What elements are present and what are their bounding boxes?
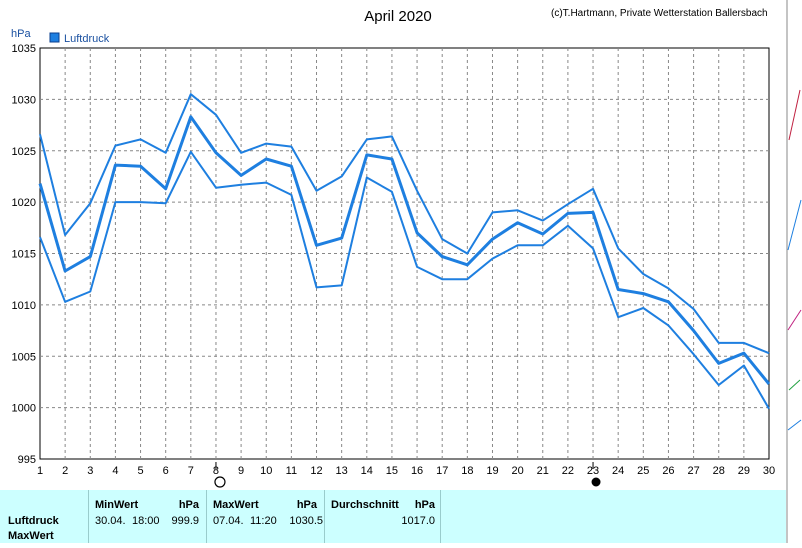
x-tick-label: 6 [163, 465, 169, 477]
x-tick-label: 28 [713, 465, 725, 477]
y-tick-label: 1030 [12, 94, 36, 106]
legend-swatch [49, 32, 60, 43]
y-tick-label: 1035 [12, 43, 36, 55]
x-tick-label: 23 [587, 465, 599, 477]
x-tick-label: 12 [310, 465, 322, 477]
x-tick-label: 19 [486, 465, 498, 477]
x-tick-label: 2 [62, 465, 68, 477]
y-tick-label: 1010 [12, 300, 36, 312]
x-tick-label: 8 [213, 465, 219, 477]
x-tick-label: 20 [511, 465, 523, 477]
min-unit: hPa [178, 499, 199, 511]
min-time: 18:00 [132, 515, 160, 527]
x-tick-label: 25 [637, 465, 649, 477]
min-header: MinWert [95, 499, 139, 511]
pressure-chart: 1 2 3 4 5 6 7 8 9 10 11 12 13 14 15 16 17 18 19 20 21 22 23 24 2… [11, 8, 775, 488]
x-tick-label: 7 [188, 465, 194, 477]
new-moon-icon [591, 477, 601, 487]
x-tick-label: 5 [137, 465, 143, 477]
x-tick-label: 14 [361, 465, 373, 477]
x-tick-label: 13 [336, 465, 348, 477]
x-tick-label: 21 [537, 465, 549, 477]
statistics-panel: Luftdruck MaxWert MinWert hPa 30.04. 18:… [0, 490, 786, 543]
x-tick-label: 3 [87, 465, 93, 477]
full-moon-icon [214, 476, 226, 488]
x-axis-ticks: 1 2 3 4 5 6 7 8 9 10 11 12 13 14 15 16 17 18 19 20 21 22 23 24 2… [37, 465, 775, 477]
max-header: MaxWert [213, 499, 259, 511]
x-tick-label: 29 [738, 465, 750, 477]
y-tick-label: 1020 [12, 197, 36, 209]
x-tick-label: 4 [112, 465, 118, 477]
x-tick-label: 22 [562, 465, 574, 477]
min-value: 999.9 [171, 515, 199, 527]
series-line-max [39, 93, 770, 355]
row-label-maxwert: MaxWert [8, 530, 54, 542]
chart-title: April 2020 [364, 8, 432, 25]
y-axis-ticks: 995 1000 1005 1010 1015 1020 1025 1030 1035 [12, 43, 36, 466]
x-tick-label: 24 [612, 465, 624, 477]
y-tick-label: 1000 [12, 403, 36, 415]
chart-credit: (c)T.Hartmann, Private Wetterstation Bal… [551, 8, 768, 19]
x-tick-label: 10 [260, 465, 272, 477]
avg-header: Durchschnitt [331, 499, 399, 511]
series-line-min [39, 150, 770, 410]
empty-cell [440, 490, 786, 543]
x-tick-label: 1 [37, 465, 43, 477]
y-tick-label: 1025 [12, 146, 36, 158]
max-date: 07.04. [213, 515, 244, 527]
min-date: 30.04. [95, 515, 126, 527]
row-label-luftdruck: Luftdruck [8, 515, 59, 527]
avg-value: 1017.0 [401, 515, 435, 527]
moon-phases [214, 462, 601, 488]
legend-label: Luftdruck [64, 33, 110, 45]
x-tick-label: 18 [461, 465, 473, 477]
chart-series [38, 93, 771, 410]
x-tick-label: 26 [662, 465, 674, 477]
series-line-mean [38, 115, 771, 385]
adjacent-panel-edge [786, 0, 802, 543]
avg-cell: Durchschnitt hPa 1017.0 [324, 490, 441, 543]
max-unit: hPa [296, 499, 317, 511]
x-tick-label: 30 [763, 465, 775, 477]
y-tick-label: 1015 [12, 249, 36, 261]
x-tick-label: 9 [238, 465, 244, 477]
y-axis-label: hPa [11, 28, 31, 40]
x-tick-label: 11 [286, 465, 297, 477]
y-tick-label: 1005 [12, 351, 36, 363]
max-time: 11:20 [250, 515, 277, 527]
avg-unit: hPa [414, 499, 435, 511]
x-tick-label: 16 [411, 465, 423, 477]
max-cell: MaxWert hPa 07.04. 11:20 1030.5 [206, 490, 325, 543]
max-value: 1030.5 [289, 515, 323, 527]
min-cell: MinWert hPa 30.04. 18:00 999.9 [88, 490, 207, 543]
x-tick-label: 27 [687, 465, 699, 477]
x-tick-label: 17 [436, 465, 448, 477]
chart-grid [39, 47, 770, 460]
x-tick-label: 15 [386, 465, 398, 477]
y-tick-label: 995 [18, 454, 36, 466]
